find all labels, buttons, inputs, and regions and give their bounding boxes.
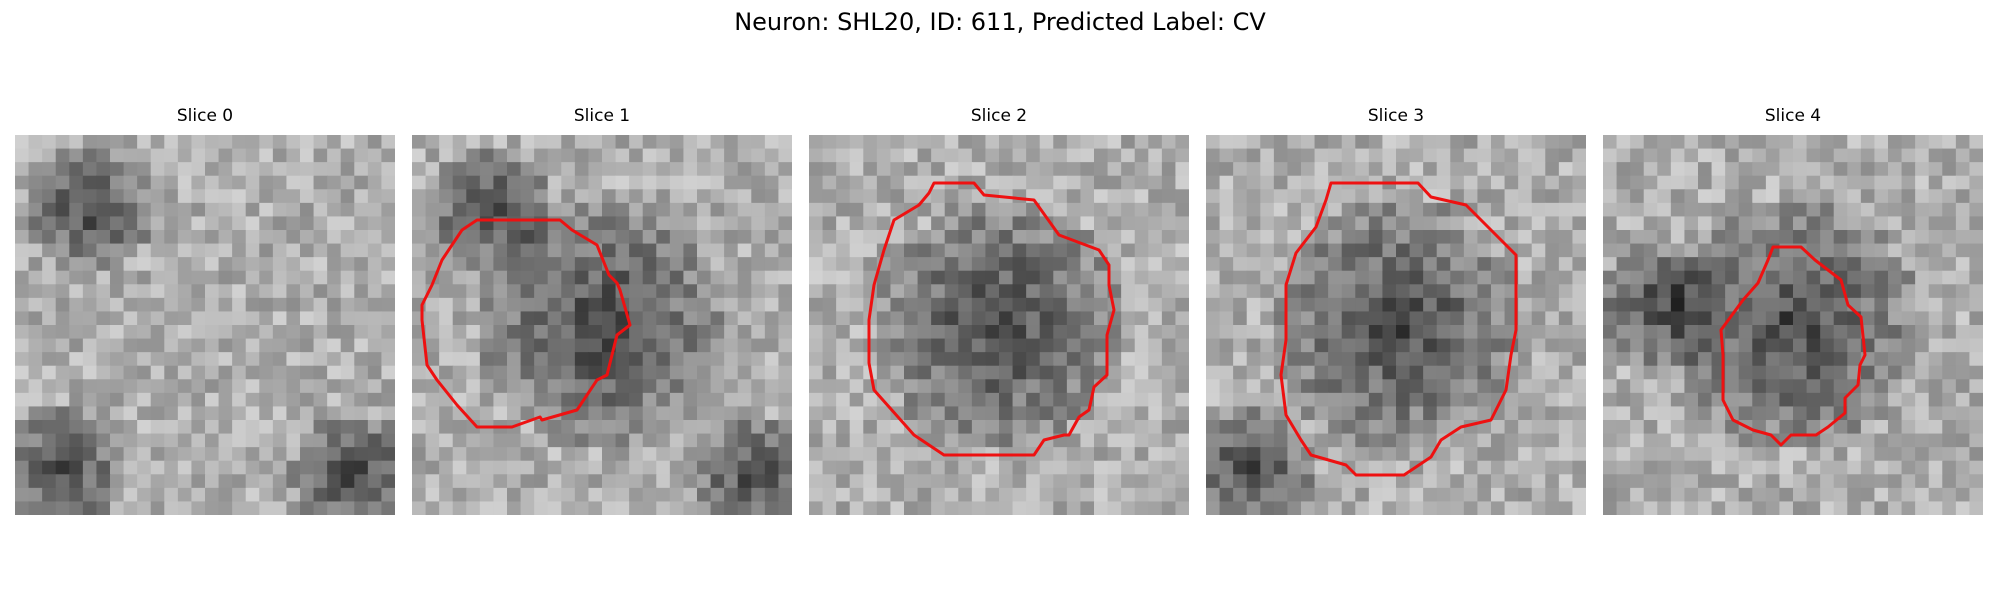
slice-image — [1206, 135, 1586, 515]
panel-title: Slice 3 — [1367, 106, 1425, 126]
panel-slice-2: Slice 2 — [809, 105, 1189, 525]
slice-image — [412, 135, 792, 515]
panel-slice-4: Slice 4 — [1603, 105, 1983, 525]
figure-title: Neuron: SHL20, ID: 611, Predicted Label:… — [734, 8, 1266, 36]
segmentation-contour — [1279, 181, 1518, 477]
panel-slice-1: Slice 1 — [412, 105, 792, 525]
slice-image — [1603, 135, 1983, 515]
panel-title: Slice 4 — [1764, 106, 1822, 126]
panel-slice-3: Slice 3 — [1206, 105, 1586, 525]
panel-slice-0: Slice 0 — [15, 105, 395, 525]
panel-title: Slice 2 — [970, 106, 1028, 126]
panel-title: Slice 0 — [176, 106, 234, 126]
panel-title: Slice 1 — [573, 106, 631, 126]
slice-image — [15, 135, 395, 515]
slice-image — [809, 135, 1189, 515]
segmentation-contour — [420, 218, 632, 429]
segmentation-contour — [1719, 245, 1867, 447]
segmentation-contour — [867, 181, 1116, 457]
